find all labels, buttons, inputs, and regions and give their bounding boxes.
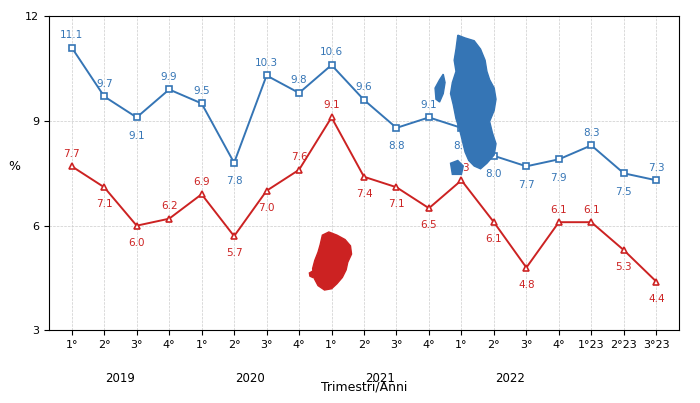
- Text: 6.1: 6.1: [583, 204, 600, 214]
- Text: 9.7: 9.7: [96, 79, 113, 89]
- Text: 9.6: 9.6: [356, 82, 372, 92]
- Text: 9.5: 9.5: [193, 86, 210, 96]
- Text: 8.3: 8.3: [583, 128, 600, 138]
- Text: 6.1: 6.1: [486, 235, 502, 244]
- Text: 10.3: 10.3: [255, 58, 278, 68]
- Text: 11.1: 11.1: [60, 30, 83, 40]
- Text: 2022: 2022: [495, 372, 525, 385]
- Text: 7.0: 7.0: [258, 203, 275, 213]
- Text: 5.3: 5.3: [615, 262, 632, 272]
- Text: 9.1: 9.1: [323, 100, 340, 110]
- Text: 10.6: 10.6: [320, 47, 343, 57]
- Y-axis label: %: %: [8, 160, 20, 173]
- Text: 8.0: 8.0: [486, 169, 502, 179]
- Polygon shape: [313, 232, 351, 290]
- Text: 7.1: 7.1: [389, 199, 405, 210]
- Text: 7.7: 7.7: [64, 149, 80, 159]
- Text: 7.3: 7.3: [453, 162, 470, 172]
- Polygon shape: [309, 271, 315, 277]
- Text: 6.0: 6.0: [128, 238, 145, 248]
- Text: 7.6: 7.6: [290, 152, 307, 162]
- Text: 9.1: 9.1: [421, 100, 438, 110]
- Text: 7.4: 7.4: [356, 189, 372, 199]
- Text: 5.7: 5.7: [226, 248, 242, 258]
- Text: 9.1: 9.1: [128, 131, 145, 141]
- Text: 6.1: 6.1: [550, 204, 567, 214]
- Text: 7.5: 7.5: [615, 187, 632, 197]
- Text: 2021: 2021: [365, 372, 396, 385]
- Text: 6.9: 6.9: [193, 177, 210, 187]
- Text: 9.9: 9.9: [161, 72, 178, 82]
- Text: 8.8: 8.8: [453, 141, 470, 151]
- Text: 2019: 2019: [106, 372, 135, 385]
- Text: 7.3: 7.3: [648, 162, 664, 172]
- Text: 4.8: 4.8: [518, 280, 535, 290]
- Text: 7.9: 7.9: [550, 172, 567, 183]
- Text: 7.8: 7.8: [226, 176, 242, 186]
- Text: 4.4: 4.4: [648, 294, 664, 304]
- Text: 7.7: 7.7: [518, 180, 535, 189]
- Polygon shape: [451, 160, 463, 174]
- Text: 8.8: 8.8: [389, 141, 405, 151]
- Polygon shape: [435, 74, 445, 102]
- X-axis label: Trimestri/Anni: Trimestri/Anni: [321, 381, 407, 394]
- Text: 9.8: 9.8: [290, 75, 307, 85]
- Text: 6.2: 6.2: [161, 201, 178, 211]
- Polygon shape: [451, 35, 496, 169]
- Text: 7.1: 7.1: [96, 199, 113, 210]
- Text: 2020: 2020: [235, 372, 265, 385]
- Text: 6.5: 6.5: [421, 220, 438, 231]
